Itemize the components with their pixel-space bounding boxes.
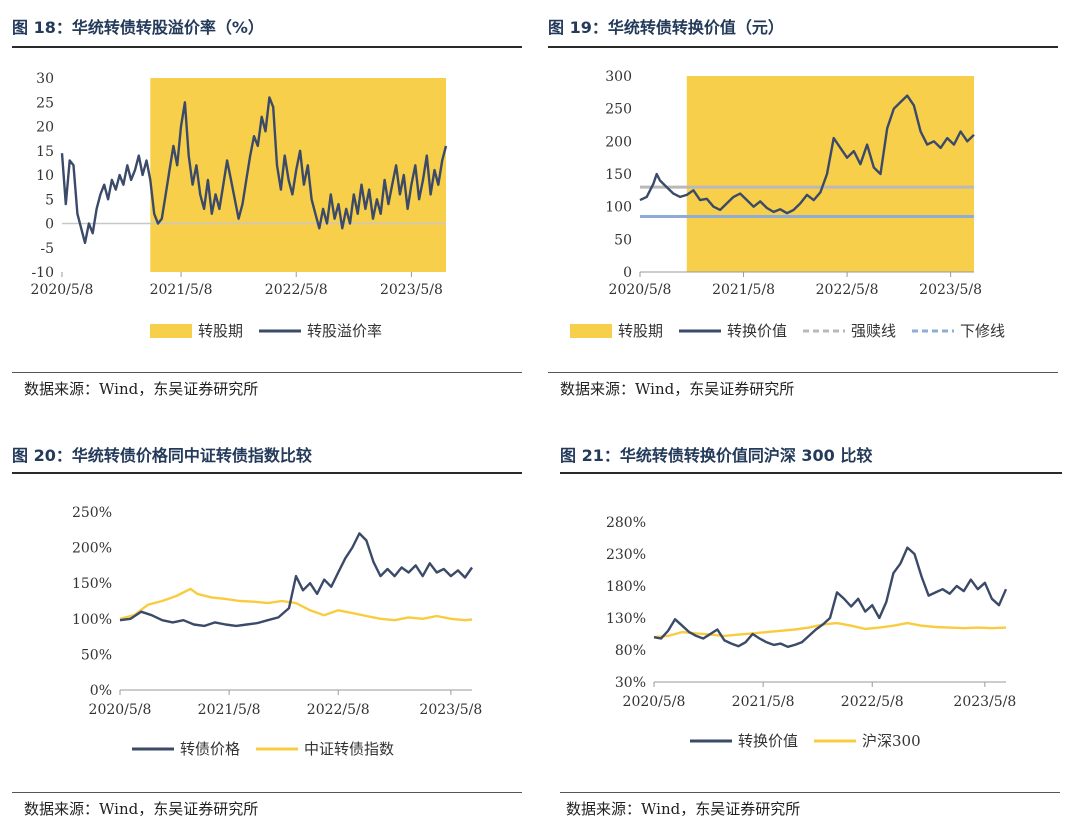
series-line-转换价值 [639,94,975,215]
x-tick-label: 2022/5/8 [841,694,904,710]
y-tick-label: -5 [40,241,54,257]
series-line-转债价格 [119,532,473,628]
source-note: 数据来源：Wind，东吴证券研究所 [566,800,801,818]
series-line-转换价值 [653,546,1008,648]
y-tick-label: 150 [605,167,632,183]
series-line-沪深300 [653,621,1007,639]
y-tick-label: 180% [606,579,646,595]
x-tick-label: 2023/5/8 [919,282,982,298]
source-rule [560,792,1060,793]
title-rule [12,46,522,48]
x-tick-label: 2023/5/8 [953,694,1016,710]
y-tick-label: 80% [615,643,646,659]
y-tick-label: 0 [45,217,54,233]
y-tick-label: 300 [605,69,632,85]
y-tick-label: 130% [606,611,646,627]
figure-18-title: 图 18：华统转债转股溢价率（%） [12,18,264,37]
x-tick-label: 2022/5/8 [307,702,370,718]
y-tick-label: 30% [615,675,646,691]
y-tick-label: 0 [623,265,632,281]
legend-swatch-band [570,324,612,338]
y-tick-label: 200% [72,541,112,557]
y-tick-label: -10 [31,265,54,281]
y-tick-label: 250% [72,505,112,521]
title-rule [548,46,1058,48]
conversion-period-band [686,76,974,272]
figure-21: 图 21：华统转债转换价值同沪深 300 比较 30% 80% 130% 180% 23… [560,442,1064,832]
x-tick-label: 2021/5/8 [150,282,213,298]
legend-label: 转换价值 [738,732,798,750]
legend-label: 下修线 [960,322,1005,340]
y-tick-label: 30 [36,71,54,87]
legend-label: 强赎线 [851,322,896,340]
y-tick-label: 50 [614,232,632,248]
legend-label: 转股期 [198,322,243,340]
y-tick-label: 0% [90,683,112,699]
figure-19: 图 19：华统转债转换价值（元） 0 50 100 150 200 250 300 2020/… [548,14,1060,404]
figure-21-chart: 30% 80% 130% 180% 230% 280% 2020/5/8 2021/5/8 20… [606,515,1016,750]
legend-label: 转股期 [618,322,663,340]
legend-swatch-band [150,324,192,338]
x-tick-label: 2020/5/8 [31,282,94,298]
series-line-中证转债指数 [119,587,473,622]
x-tick-label: 2020/5/8 [609,282,672,298]
source-note: 数据来源：Wind，东吴证券研究所 [24,380,259,398]
x-tick-label: 2020/5/8 [89,702,152,718]
x-tick-label: 2020/5/8 [623,694,686,710]
y-tick-label: 50% [81,647,112,663]
y-tick-label: 25 [36,95,54,111]
x-tick-label: 2021/5/8 [712,282,775,298]
figure-18-chart: -10 -5 0 5 10 15 20 25 30 2020/5/8 2021/5/8 2022/5/… [31,71,448,340]
figure-20-chart: 0% 50% 100% 150% 200% 250% 2020/5/8 2021/5/8 202… [72,505,482,758]
legend-label: 转股溢价率 [307,322,382,340]
x-tick-label: 2021/5/8 [198,702,261,718]
y-tick-label: 10 [36,168,54,184]
x-tick-label: 2022/5/8 [265,282,328,298]
y-tick-label: 250 [605,102,632,118]
figure-19-chart: 0 50 100 150 200 250 300 2020/5/8 2021/5/8 2022/5… [570,69,1005,340]
title-rule [12,472,522,474]
legend-label: 中证转债指数 [304,740,394,758]
y-tick-label: 5 [45,192,54,208]
figure-21-title: 图 21：华统转债转换价值同沪深 300 比较 [560,446,873,465]
figure-20: 图 20：华统转债价格同中证转债指数比较 0% 50% 100% 150% 200% 25… [12,442,524,832]
source-rule [12,372,522,373]
series-line-转股溢价率 [60,96,448,245]
x-tick-label: 2021/5/8 [732,694,795,710]
y-tick-label: 150% [72,576,112,592]
y-tick-label: 230% [606,547,646,563]
legend-label: 沪深300 [862,732,921,750]
y-tick-label: 15 [36,144,54,160]
y-tick-label: 280% [606,515,646,531]
x-tick-label: 2023/5/8 [419,702,482,718]
y-tick-label: 20 [36,120,54,136]
figure-19-title: 图 19：华统转债转换价值（元） [548,18,784,37]
figure-20-title: 图 20：华统转债价格同中证转债指数比较 [12,446,312,465]
y-tick-label: 100% [72,612,112,628]
x-tick-label: 2022/5/8 [816,282,879,298]
source-note: 数据来源：Wind，东吴证券研究所 [24,800,259,818]
source-note: 数据来源：Wind，东吴证券研究所 [560,380,795,398]
source-rule [548,372,1058,373]
figure-18: 图 18：华统转债转股溢价率（%） -10 -5 0 5 10 15 20 25 30 2020/… [12,14,524,404]
legend-label: 转债价格 [180,740,240,758]
y-tick-label: 100 [605,200,632,216]
source-rule [12,792,522,793]
y-tick-label: 200 [605,134,632,150]
title-rule [560,472,1062,474]
x-tick-label: 2023/5/8 [380,282,443,298]
legend-label: 转换价值 [727,322,787,340]
